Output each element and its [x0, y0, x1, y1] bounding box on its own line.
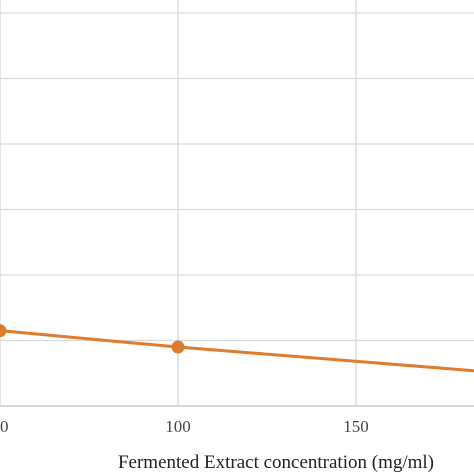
x-tick-label: 50: [0, 417, 9, 436]
data-point: [171, 340, 185, 354]
x-tick-label: 150: [343, 417, 369, 436]
gridlines: [0, 0, 474, 406]
x-tick-labels: 50 100 150: [0, 417, 369, 436]
series-line: [0, 329, 474, 373]
x-axis-title: Fermented Extract concentration (mg/ml): [118, 452, 434, 473]
x-tick-label: 100: [165, 417, 191, 436]
series-layer: [0, 324, 474, 373]
data-point: [0, 324, 7, 338]
